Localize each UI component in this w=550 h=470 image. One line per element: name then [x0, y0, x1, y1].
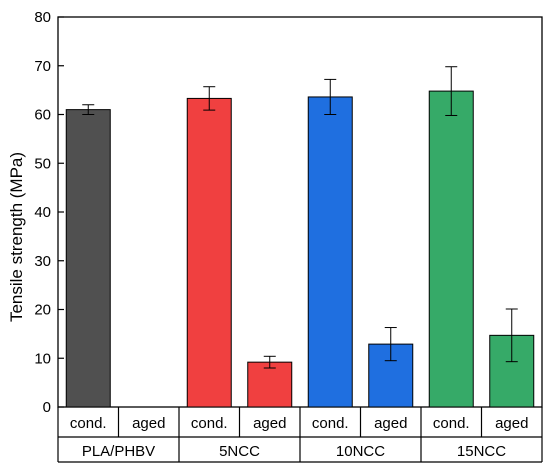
- group-label: PLA/PHBV: [82, 443, 155, 460]
- bar: [65, 109, 111, 408]
- subcategory-label: cond.: [191, 415, 228, 432]
- subcategory-label: aged: [253, 415, 286, 432]
- y-tick-label: 10: [34, 350, 51, 367]
- bar: [247, 361, 293, 408]
- y-axis-title: Tensile strength (MPa): [7, 152, 26, 322]
- subcategory-label: aged: [374, 415, 407, 432]
- y-tick-label: 0: [43, 399, 51, 416]
- y-tick-label: 20: [34, 302, 51, 319]
- y-tick-label: 80: [34, 9, 51, 26]
- subcategory-label: aged: [495, 415, 528, 432]
- bar: [307, 96, 353, 408]
- subcategory-label: cond.: [312, 415, 349, 432]
- bar: [428, 90, 474, 408]
- group-label: 10NCC: [336, 443, 385, 460]
- group-label: 15NCC: [457, 443, 506, 460]
- group-label: 5NCC: [219, 443, 260, 460]
- plot-area: 0 10 20 30 40 50 60 70 80 cond. aged cond. aged cond.…: [34, 9, 543, 463]
- y-tick-label: 50: [34, 155, 51, 172]
- subcategory-label: cond.: [70, 415, 107, 432]
- subcategory-label: aged: [132, 415, 165, 432]
- subcategory-label: cond.: [433, 415, 470, 432]
- y-tick-label: 70: [34, 58, 51, 75]
- bar: [186, 97, 232, 408]
- y-tick-label: 60: [34, 107, 51, 124]
- y-tick-label: 30: [34, 253, 51, 270]
- y-tick-label: 40: [34, 204, 51, 221]
